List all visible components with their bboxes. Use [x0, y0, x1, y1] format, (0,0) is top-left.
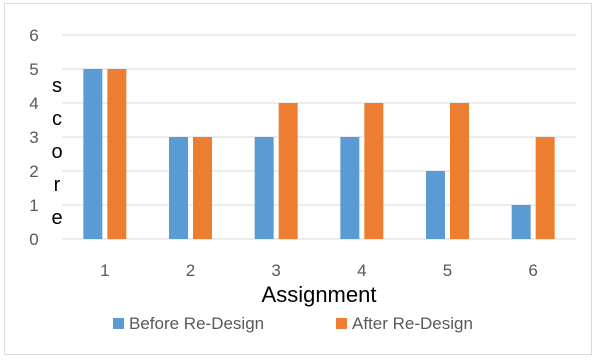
legend-swatch-after — [336, 318, 347, 329]
gridlines — [62, 34, 576, 240]
bar-before-4 — [340, 137, 360, 239]
y-axis-label-char: s — [52, 75, 62, 97]
bar-after-4 — [364, 103, 384, 239]
legend-label-before: Before Re-Design — [129, 314, 264, 333]
x-tick-label: 4 — [357, 261, 366, 280]
y-axis-ticks: 0 1 2 3 4 5 6 — [29, 26, 38, 249]
x-tick-label: 3 — [271, 261, 280, 280]
bars — [83, 69, 555, 239]
x-axis-ticks: 1 2 3 4 5 6 — [100, 261, 538, 280]
y-axis-label-char: o — [51, 141, 62, 163]
bar-before-5 — [426, 171, 445, 239]
bar-after-5 — [450, 103, 469, 239]
y-axis-label-char: r — [54, 174, 61, 196]
bar-before-6 — [511, 205, 531, 239]
bar-before-3 — [254, 137, 274, 239]
y-tick-label: 2 — [29, 162, 38, 181]
y-axis-label-char: e — [51, 207, 62, 229]
y-tick-label: 4 — [29, 94, 38, 113]
bar-after-3 — [278, 103, 298, 239]
bar-after-6 — [535, 137, 555, 239]
legend-swatch-before — [113, 318, 124, 329]
bar-before-2 — [169, 137, 188, 239]
legend-label-after: After Re-Design — [352, 314, 473, 333]
legend: Before Re-Design After Re-Design — [113, 314, 473, 333]
bar-after-2 — [193, 137, 212, 239]
y-tick-label: 3 — [29, 128, 38, 147]
x-tick-label: 2 — [186, 261, 195, 280]
y-axis-label-char: c — [52, 108, 62, 130]
bar-after-1 — [107, 69, 127, 239]
x-tick-label: 6 — [528, 261, 537, 280]
y-tick-label: 5 — [29, 60, 38, 79]
x-tick-label: 5 — [443, 261, 452, 280]
y-tick-label: 6 — [29, 26, 38, 45]
bar-before-1 — [83, 69, 103, 239]
x-tick-label: 1 — [100, 261, 109, 280]
x-axis-title: Assignment — [262, 282, 377, 307]
y-tick-label: 0 — [29, 230, 38, 249]
y-tick-label: 1 — [29, 196, 38, 215]
chart-frame — [4, 3, 592, 355]
